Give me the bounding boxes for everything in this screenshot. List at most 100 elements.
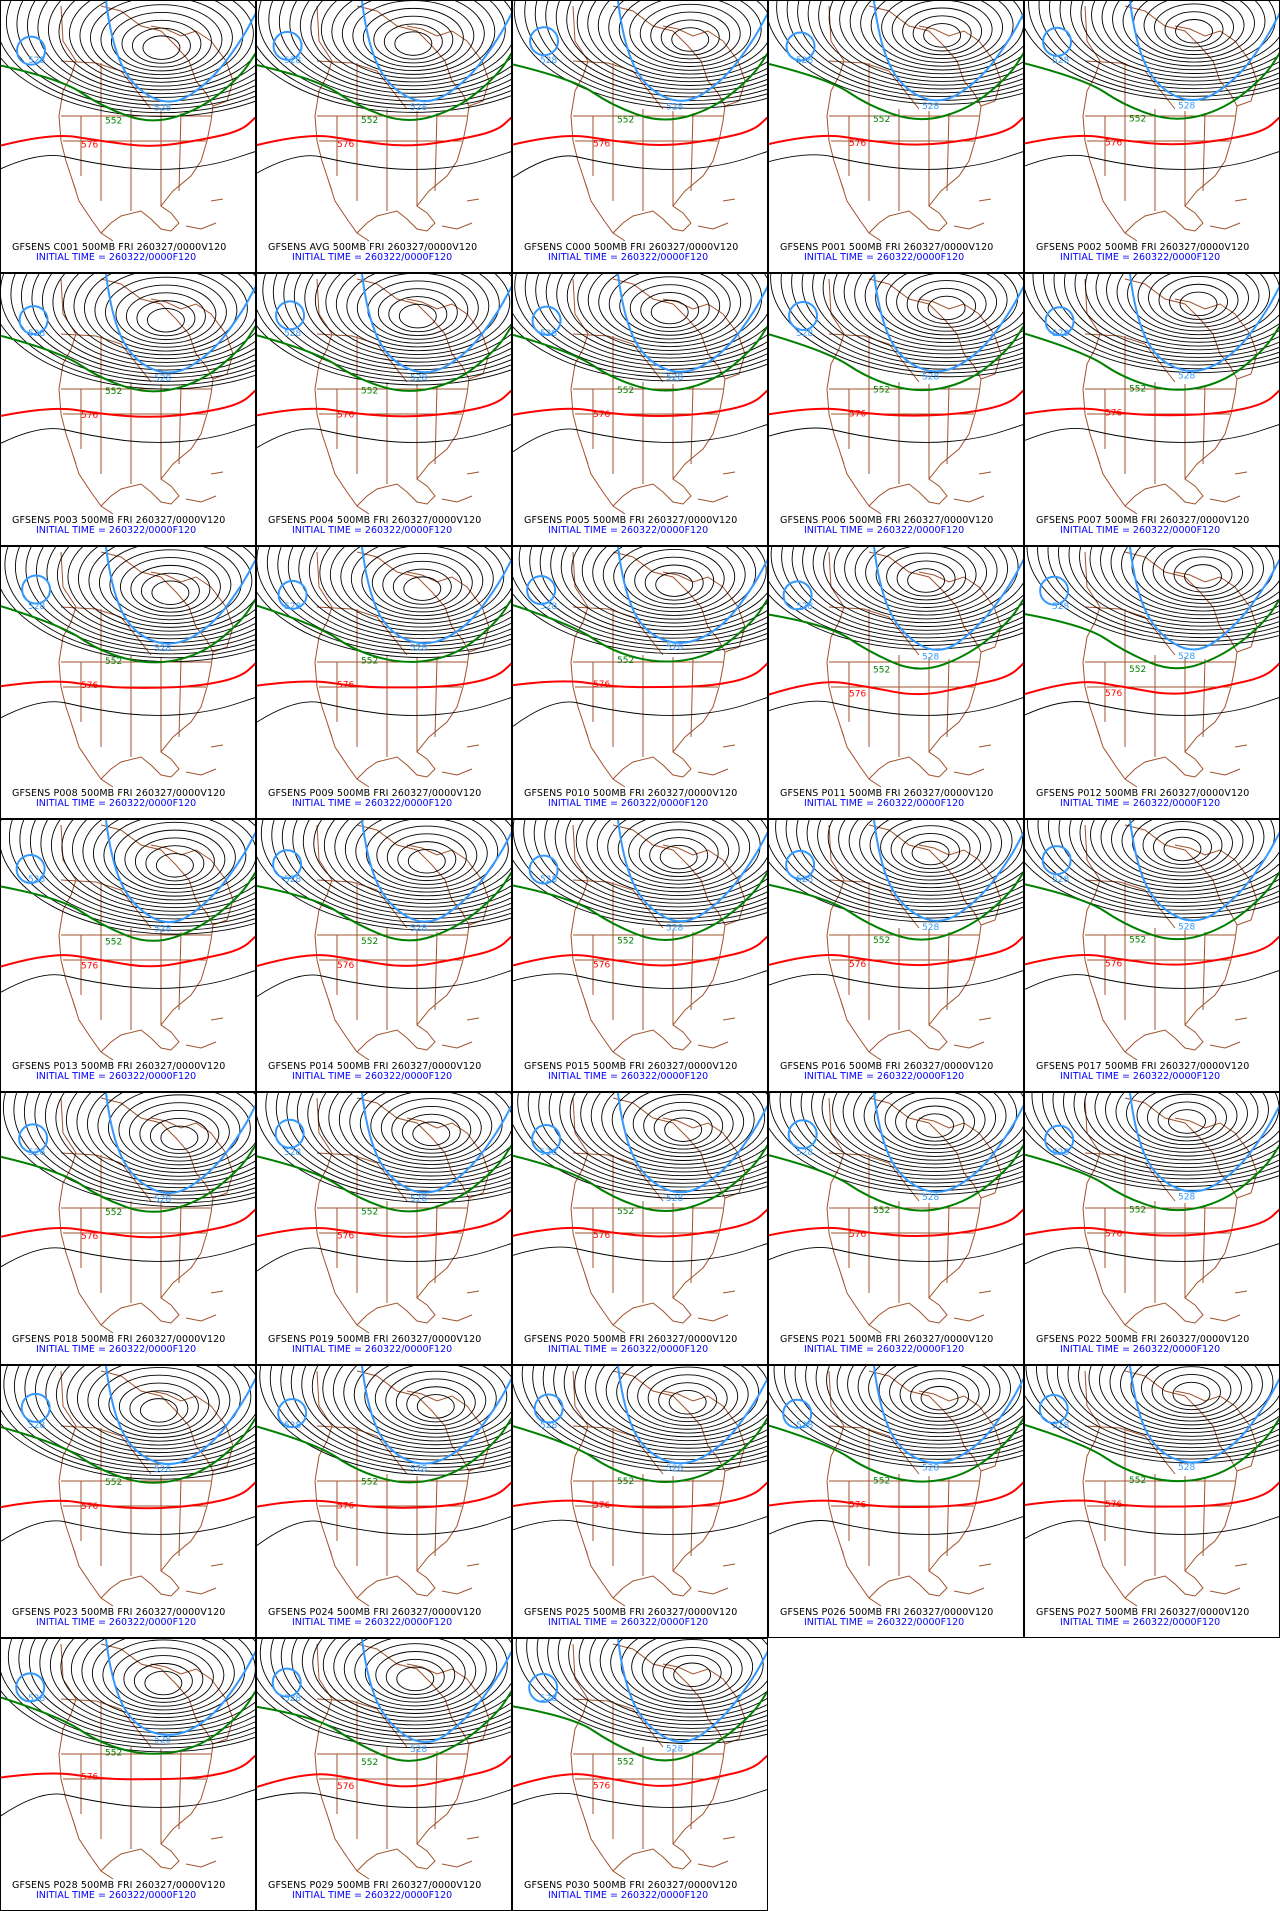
- height-contour: [90, 1, 233, 79]
- height-contour: [257, 1243, 511, 1272]
- height-contour: [513, 1123, 767, 1199]
- contour-576: [257, 935, 511, 967]
- height-contour: [257, 856, 511, 931]
- height-contour: [280, 1639, 511, 1733]
- height-contour: [333, 1639, 498, 1714]
- height-contour: [103, 820, 247, 897]
- height-contour: [1120, 1366, 1263, 1426]
- height-contour: [533, 820, 767, 915]
- contour-576: [257, 389, 511, 418]
- height-contour: [1136, 1093, 1238, 1146]
- contour-528-closed: [529, 26, 560, 57]
- contour-label-blue: 528: [666, 1194, 683, 1204]
- height-contour: [610, 1639, 767, 1710]
- contour-576: [513, 1754, 767, 1788]
- height-contour: [290, 1366, 511, 1465]
- height-contour: [269, 1366, 511, 1472]
- height-contour: [34, 1093, 255, 1196]
- height-contour: [514, 274, 767, 374]
- contour-552: [513, 52, 767, 121]
- height-contour: [1079, 547, 1279, 627]
- height-contour: [797, 1, 1023, 94]
- height-contour: [905, 1105, 965, 1142]
- height-contour: [395, 1378, 476, 1427]
- panel-caption: GFSENS P006 500MB FRI 260327/0000V120: [780, 515, 994, 526]
- contour-528-closed: [1038, 1394, 1069, 1425]
- height-contour: [545, 1, 767, 98]
- contour-576: [1025, 1208, 1279, 1237]
- contour-label-green: 552: [1129, 935, 1146, 945]
- height-contour: [906, 280, 987, 328]
- height-contour: [794, 1366, 1023, 1456]
- height-contour: [46, 547, 255, 644]
- contour-label-green: 552: [1129, 665, 1146, 675]
- height-contour: [352, 1, 475, 72]
- height-contour-map: 528 528 552 576: [769, 1, 1023, 242]
- height-contour-map: 528 528 552 576: [1025, 1093, 1279, 1334]
- contour-552: [257, 598, 511, 663]
- contour-label-red: 576: [1105, 138, 1122, 148]
- contour-label-blue: 528: [666, 643, 683, 653]
- contour-528-closed: [277, 1398, 308, 1429]
- height-contour: [308, 547, 511, 636]
- contour-528-closed: [275, 300, 306, 331]
- height-contour: [578, 1639, 767, 1722]
- height-contour: [769, 1243, 1023, 1262]
- contour-label-green: 552: [617, 936, 634, 946]
- height-contour: [62, 274, 255, 363]
- initial-time-caption: INITIAL TIME = 260322/0000F120: [1060, 252, 1221, 263]
- height-contour: [319, 547, 511, 632]
- contour-576: [1, 116, 255, 147]
- contour-576: [1025, 389, 1279, 417]
- height-contour: [1099, 1366, 1279, 1433]
- height-contour: [107, 1093, 251, 1170]
- contour-576: [1025, 1481, 1279, 1508]
- contour-label-green: 552: [105, 657, 122, 667]
- height-contour: [55, 1366, 255, 1454]
- height-contour: [133, 1662, 193, 1700]
- height-contour: [832, 1093, 1023, 1169]
- ensemble-member-panel-p004: 528 528 552 576 GFSENS P004 500MB FRI 260327…: [256, 273, 512, 546]
- height-contour: [769, 843, 1023, 919]
- height-contour: [770, 547, 1023, 643]
- contour-label-blue: 528: [28, 329, 45, 339]
- height-contour: [145, 845, 205, 882]
- height-contour: [314, 274, 511, 359]
- height-contour: [149, 1117, 209, 1154]
- contour-label-red: 576: [849, 960, 866, 970]
- height-contour: [97, 1366, 220, 1438]
- height-contour-map: 528 528 552 576: [1, 1366, 255, 1607]
- height-contour: [1163, 836, 1202, 862]
- height-contour: [521, 1366, 767, 1468]
- height-contour: [628, 821, 730, 881]
- height-contour: [1026, 547, 1279, 646]
- contour-528: [873, 1366, 1023, 1464]
- contour-528: [617, 274, 767, 373]
- contour-label-blue: 528: [540, 1421, 557, 1431]
- height-contour: [1157, 1101, 1217, 1138]
- contour-528-closed: [1041, 845, 1072, 876]
- contour-label-blue: 528: [540, 602, 557, 612]
- height-contour: [828, 1, 1023, 82]
- height-contour: [1142, 821, 1223, 869]
- ensemble-member-panel-p012: 528 528 552 576 GFSENS P012 500MB FRI 260327…: [1024, 546, 1280, 819]
- height-contour: [392, 568, 452, 605]
- initial-time-caption: INITIAL TIME = 260322/0000F120: [36, 1890, 197, 1901]
- height-contour: [844, 547, 1009, 616]
- height-contour: [554, 820, 767, 908]
- height-contour: [58, 1, 255, 91]
- contour-528-closed: [18, 305, 49, 336]
- height-contour: [1027, 820, 1279, 911]
- map-outline: [826, 5, 1002, 242]
- contour-label-blue: 528: [666, 103, 683, 113]
- height-contour: [113, 821, 236, 893]
- height-contour: [4, 547, 255, 659]
- height-contour: [160, 1125, 199, 1151]
- initial-time-caption: INITIAL TIME = 260322/0000F120: [36, 1617, 197, 1628]
- height-contour: [16, 1, 255, 106]
- height-contour: [791, 547, 1023, 635]
- map-outline: [58, 1370, 234, 1607]
- contour-label-red: 576: [81, 411, 98, 421]
- height-contour: [364, 1366, 508, 1438]
- map-outline: [314, 551, 490, 788]
